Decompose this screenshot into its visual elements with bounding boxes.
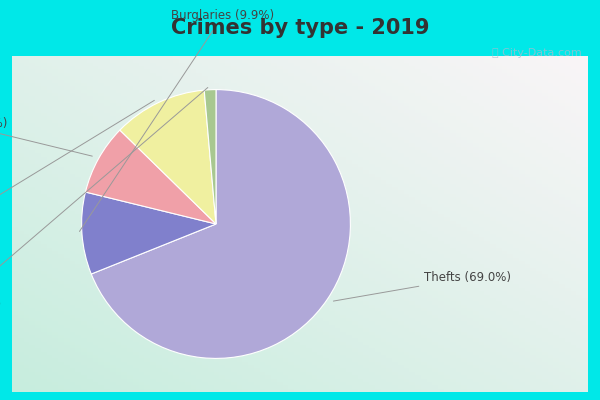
Wedge shape — [120, 90, 216, 224]
Text: Auto thefts (11.3%): Auto thefts (11.3%) — [0, 100, 154, 244]
Wedge shape — [91, 90, 350, 358]
Text: Assaults (1.4%): Assaults (1.4%) — [0, 88, 208, 311]
Wedge shape — [204, 90, 216, 224]
Text: ⓘ City-Data.com: ⓘ City-Data.com — [492, 48, 582, 58]
Wedge shape — [82, 192, 216, 274]
Text: Crimes by type - 2019: Crimes by type - 2019 — [171, 18, 429, 38]
Text: Burglaries (9.9%): Burglaries (9.9%) — [79, 9, 274, 232]
Text: Thefts (69.0%): Thefts (69.0%) — [334, 271, 511, 301]
Wedge shape — [85, 130, 216, 224]
Text: Robberies (8.5%): Robberies (8.5%) — [0, 117, 92, 156]
